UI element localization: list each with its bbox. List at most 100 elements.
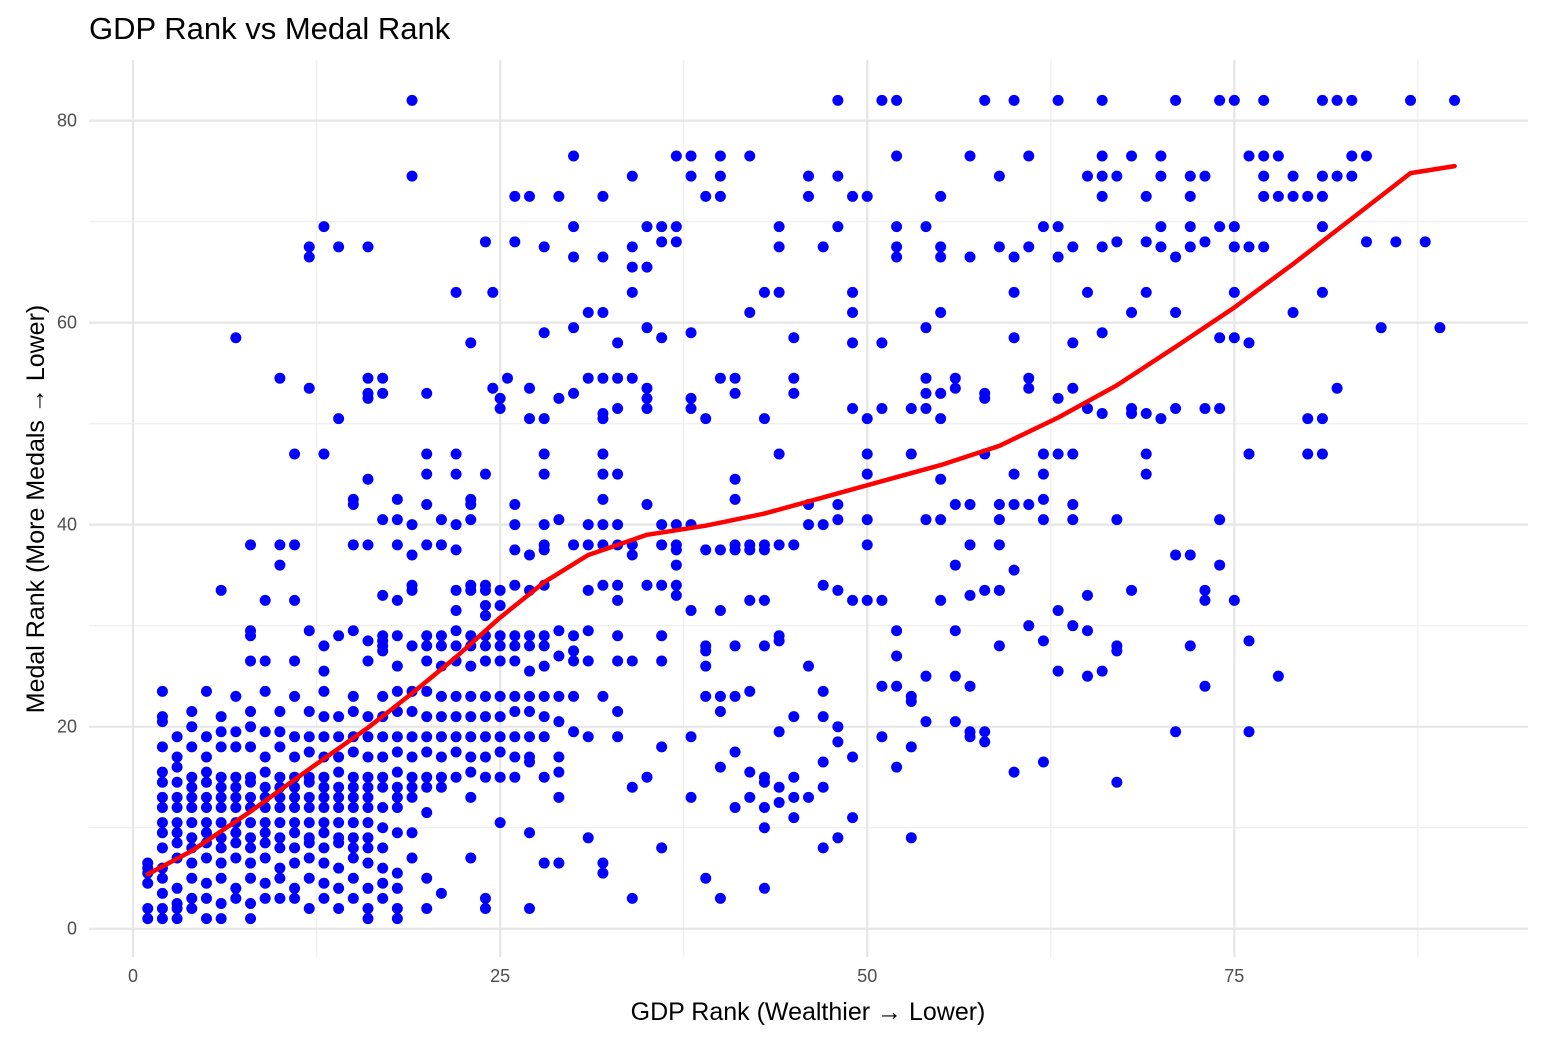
- data-point: [979, 736, 991, 748]
- data-point: [333, 791, 345, 803]
- data-point: [465, 660, 477, 672]
- data-point: [905, 448, 917, 460]
- data-point: [700, 413, 712, 425]
- data-point: [259, 877, 271, 889]
- data-point: [700, 645, 712, 657]
- data-point: [465, 584, 477, 596]
- data-point: [200, 892, 212, 904]
- data-point: [274, 872, 286, 884]
- data-point: [626, 781, 638, 793]
- data-point: [391, 493, 403, 505]
- data-point: [494, 711, 506, 723]
- data-point: [391, 685, 403, 697]
- data-point: [200, 731, 212, 743]
- data-point: [773, 448, 785, 460]
- data-point: [391, 882, 403, 894]
- data-point: [1111, 170, 1123, 182]
- data-point: [494, 817, 506, 829]
- data-point: [479, 610, 491, 622]
- data-point: [758, 640, 770, 652]
- data-point: [568, 150, 580, 162]
- data-point: [303, 903, 315, 915]
- data-point: [406, 170, 418, 182]
- data-point: [538, 660, 550, 672]
- data-point: [259, 594, 271, 606]
- data-point: [435, 887, 447, 899]
- data-point: [1052, 251, 1064, 263]
- data-point: [1184, 549, 1196, 561]
- data-point: [1419, 236, 1431, 248]
- data-point: [1111, 236, 1123, 248]
- data-point: [230, 837, 242, 849]
- data-point: [450, 468, 462, 480]
- data-point: [993, 640, 1005, 652]
- data-point: [1316, 448, 1328, 460]
- data-point: [1287, 170, 1299, 182]
- data-point: [435, 731, 447, 743]
- data-point: [744, 150, 756, 162]
- data-point: [333, 817, 345, 829]
- x-tick-label: 25: [490, 966, 510, 986]
- data-point: [553, 791, 565, 803]
- data-point: [333, 413, 345, 425]
- data-point: [553, 857, 565, 869]
- data-point: [582, 372, 594, 384]
- data-point: [259, 852, 271, 864]
- data-point: [1052, 448, 1064, 460]
- data-point: [1272, 670, 1284, 682]
- data-point: [406, 94, 418, 106]
- data-point: [318, 842, 330, 854]
- data-point: [905, 741, 917, 753]
- data-point: [1037, 221, 1049, 233]
- data-point: [245, 776, 257, 788]
- data-point: [1184, 170, 1196, 182]
- data-point: [876, 402, 888, 414]
- data-point: [1023, 150, 1035, 162]
- data-point: [1008, 498, 1020, 510]
- data-point: [230, 726, 242, 738]
- data-point: [1228, 594, 1240, 606]
- data-point: [494, 584, 506, 596]
- data-point: [289, 791, 301, 803]
- data-point: [1228, 332, 1240, 344]
- data-point: [333, 837, 345, 849]
- data-point: [803, 660, 814, 672]
- data-point: [788, 711, 800, 723]
- data-point: [1067, 448, 1079, 460]
- data-point: [215, 726, 227, 738]
- data-point: [245, 630, 257, 642]
- data-point: [494, 655, 506, 667]
- data-point: [421, 498, 433, 510]
- data-point: [259, 685, 271, 697]
- data-point: [274, 862, 286, 874]
- data-point: [391, 791, 403, 803]
- data-point: [171, 913, 183, 925]
- data-point: [685, 605, 697, 617]
- data-point: [847, 337, 859, 349]
- data-point: [891, 94, 903, 106]
- data-point: [487, 382, 499, 394]
- data-point: [1023, 620, 1035, 632]
- data-point: [347, 892, 359, 904]
- data-point: [171, 776, 183, 788]
- data-point: [406, 827, 418, 839]
- data-point: [494, 599, 506, 611]
- data-point: [656, 332, 668, 344]
- data-point: [1228, 94, 1240, 106]
- data-point: [524, 756, 536, 768]
- data-point: [171, 751, 183, 763]
- data-point: [1096, 150, 1108, 162]
- data-point: [171, 827, 183, 839]
- data-point: [729, 544, 741, 556]
- data-point: [377, 842, 389, 854]
- data-point: [758, 594, 770, 606]
- data-point: [450, 771, 462, 783]
- data-point: [582, 655, 594, 667]
- data-point: [744, 594, 756, 606]
- data-point: [993, 539, 1005, 551]
- data-point: [186, 741, 198, 753]
- data-point: [509, 771, 521, 783]
- data-point: [274, 842, 286, 854]
- data-point: [758, 802, 770, 813]
- data-point: [1243, 150, 1255, 162]
